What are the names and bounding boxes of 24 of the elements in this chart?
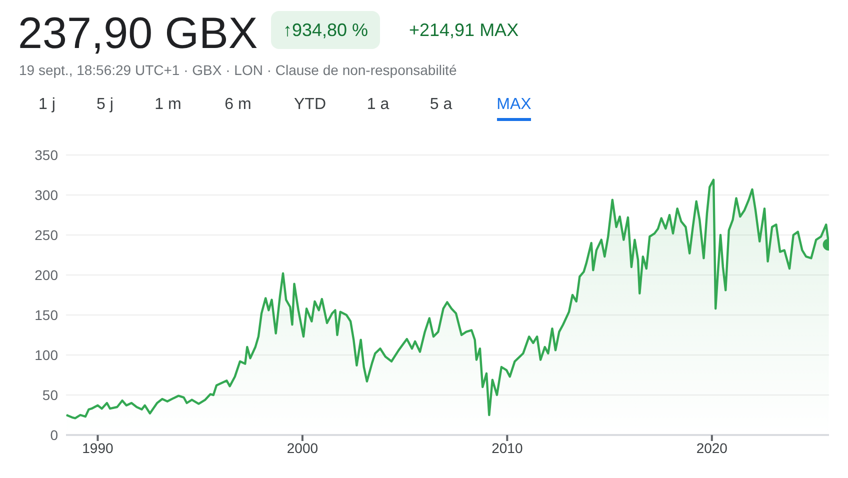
text: 5 j [96, 95, 114, 115]
text: 6 m [224, 95, 252, 115]
chart-title: 237,90 GBX [18, 8, 258, 60]
y-tick-label: 350 [34, 146, 58, 163]
x-tick-label: 2000 [286, 440, 318, 456]
text: YTD [294, 95, 326, 115]
y-tick-label: 250 [34, 226, 58, 243]
x-tick-label: 2020 [696, 440, 728, 456]
y-tick-label: 50 [42, 386, 58, 403]
y-tick-label: 0 [50, 426, 58, 443]
y-tick-label: 300 [34, 186, 58, 203]
text: +214,91 MAX [409, 19, 519, 42]
y-tick-label: 150 [34, 306, 58, 323]
text: 1 a [366, 95, 390, 115]
text: 1 j [38, 95, 56, 115]
text: 1 m [154, 95, 182, 115]
text: MAX [496, 94, 532, 121]
y-tick-label: 100 [34, 346, 58, 363]
x-tick-label: 1990 [82, 440, 114, 456]
chart-subtitle: 19 sept., 18:56:29 UTC+1 · GBX · LON · Clause de non-responsabilité [19, 61, 457, 80]
text: 5 a [430, 95, 452, 115]
x-tick-label: 2010 [492, 440, 523, 456]
text: ↑934,80 % [271, 11, 380, 49]
y-tick-label: 200 [34, 266, 58, 283]
